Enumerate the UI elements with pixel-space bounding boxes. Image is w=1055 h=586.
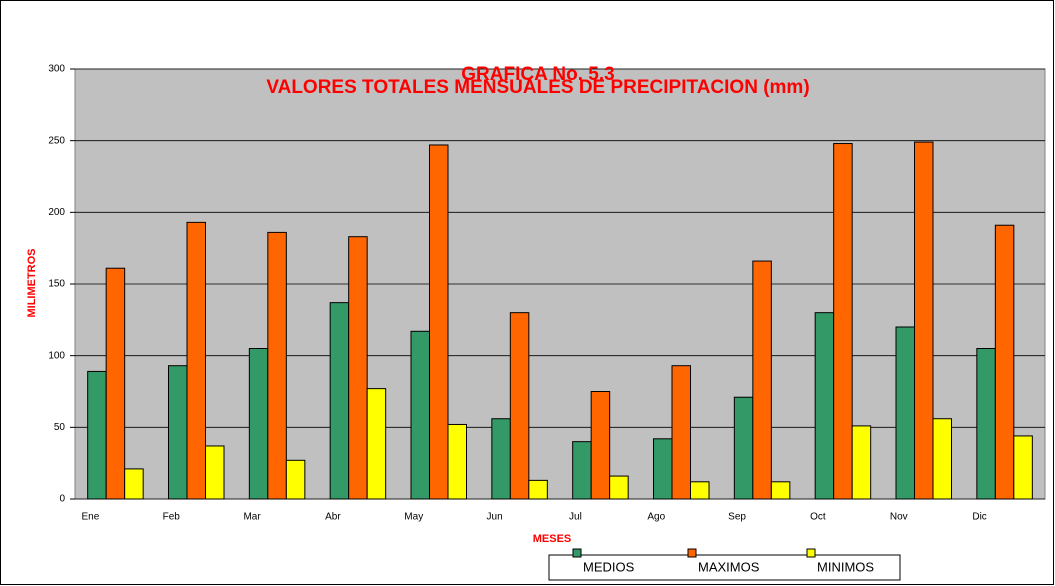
bar xyxy=(366,388,387,500)
bar xyxy=(87,370,107,500)
bar xyxy=(814,312,835,500)
bar xyxy=(248,348,269,500)
legend-label: MEDIOS xyxy=(583,559,635,574)
x-tick-label: May xyxy=(404,512,423,523)
x-tick-label: Ene xyxy=(82,512,100,523)
x-axis-label: MESES xyxy=(533,533,572,545)
bar xyxy=(205,445,225,500)
bar xyxy=(851,425,872,500)
bar xyxy=(671,365,691,500)
legend-swatch xyxy=(806,548,816,558)
x-tick-label: Jul xyxy=(569,512,582,523)
bar xyxy=(105,267,126,500)
legend-swatch xyxy=(687,548,697,558)
y-tick-label: 50 xyxy=(54,422,66,433)
legend-label: MINIMOS xyxy=(817,559,874,574)
x-tick-label: Nov xyxy=(890,512,908,523)
x-tick-label: Dic xyxy=(972,512,986,523)
chart-title: GRAFICA No. 5.3 xyxy=(461,64,614,85)
bar xyxy=(186,221,206,500)
chart-subtitle: VALORES TOTALES MENSUALES DE PRECIPITACI… xyxy=(266,77,809,98)
bar xyxy=(572,441,592,500)
y-axis-label: MILIMETROS xyxy=(26,248,38,317)
bar xyxy=(590,391,611,500)
bar xyxy=(329,302,350,500)
bar xyxy=(752,260,772,500)
x-tick-label: Jun xyxy=(487,512,503,523)
bar xyxy=(932,418,952,500)
bar xyxy=(168,365,188,500)
legend-label: MAXIMOS xyxy=(698,559,760,574)
bar xyxy=(770,481,791,500)
bar xyxy=(348,236,368,500)
legend xyxy=(548,554,901,581)
bar xyxy=(447,423,467,500)
bar xyxy=(285,459,306,500)
bar xyxy=(124,468,144,500)
y-tick-label: 0 xyxy=(59,494,65,505)
y-tick-label: 100 xyxy=(48,350,65,361)
bar xyxy=(895,326,915,500)
x-tick-label: Abr xyxy=(325,512,341,523)
bar xyxy=(653,438,673,500)
y-tick-label: 150 xyxy=(48,279,65,290)
bar xyxy=(976,348,996,500)
y-tick-label: 250 xyxy=(48,135,65,146)
bar xyxy=(609,475,629,500)
bar xyxy=(1013,435,1033,500)
y-tick-label: 300 xyxy=(48,64,65,75)
x-tick-label: Oct xyxy=(810,512,826,523)
bar xyxy=(429,144,449,500)
x-tick-label: Ago xyxy=(647,512,665,523)
bar xyxy=(491,418,511,500)
x-tick-label: Feb xyxy=(163,512,181,523)
x-tick-label: Sep xyxy=(728,512,746,523)
bar xyxy=(914,141,934,500)
bar xyxy=(833,143,853,500)
bar xyxy=(994,224,1015,500)
bar xyxy=(528,479,548,500)
x-tick-label: Mar xyxy=(243,512,261,523)
bar xyxy=(267,231,287,500)
bar xyxy=(733,396,754,500)
legend-swatch xyxy=(572,548,582,558)
y-tick-label: 200 xyxy=(48,207,65,218)
bar xyxy=(410,330,430,500)
bar xyxy=(690,481,710,500)
bar xyxy=(509,312,530,500)
